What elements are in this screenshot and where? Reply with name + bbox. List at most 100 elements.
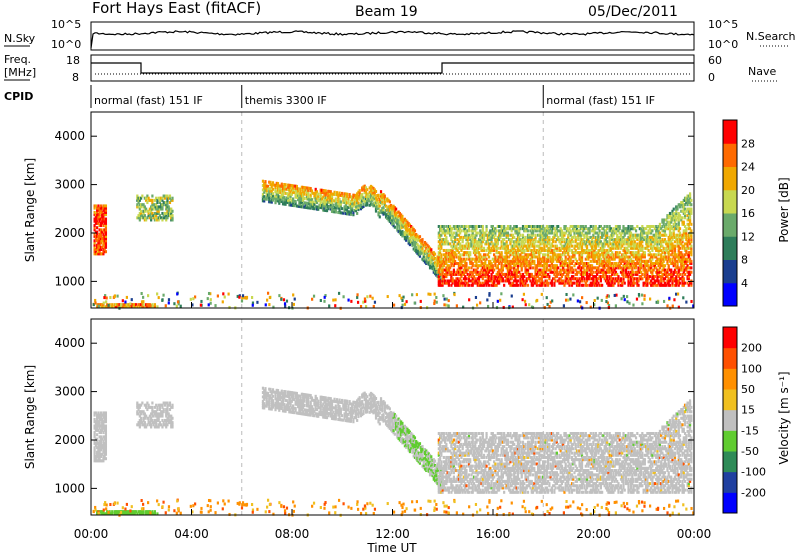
power-cell <box>588 283 591 287</box>
power-cell <box>480 259 483 263</box>
power-cell <box>482 248 486 252</box>
power-cell <box>433 267 437 271</box>
power-cell <box>629 283 633 287</box>
power-cell <box>405 236 408 240</box>
power-cell <box>636 251 639 255</box>
power-cell <box>506 227 510 231</box>
power-cell <box>471 225 474 229</box>
power-cell <box>603 229 606 233</box>
power-cell <box>668 227 672 231</box>
power-cell <box>358 189 361 193</box>
power-cell <box>685 259 688 263</box>
power-cell <box>531 244 535 248</box>
power-cell <box>449 229 452 233</box>
power-cell <box>687 246 690 250</box>
power-cell <box>646 277 649 281</box>
power-cell <box>628 259 631 263</box>
power-cell <box>323 202 326 206</box>
power-cell <box>495 229 498 233</box>
power-cell <box>98 213 101 217</box>
power-cell <box>275 184 278 188</box>
power-cell <box>98 303 101 307</box>
power-cell <box>104 210 108 214</box>
power-cell <box>391 207 394 211</box>
power-cell <box>567 240 570 244</box>
power-cell <box>685 246 688 250</box>
power-cell <box>469 253 472 257</box>
power-cell <box>323 193 326 197</box>
power-cell <box>498 272 501 276</box>
power-cell <box>356 196 359 200</box>
power-cell <box>667 244 670 248</box>
power-cell <box>102 224 105 228</box>
power-cell <box>675 270 678 274</box>
power-cell <box>499 235 502 239</box>
power-cell <box>614 251 618 255</box>
power-cell <box>433 256 437 260</box>
power-cell <box>466 251 469 255</box>
power-cell <box>104 250 108 254</box>
power-cell <box>427 256 430 260</box>
power-cell <box>579 231 582 235</box>
power-cell <box>392 303 396 307</box>
power-cell <box>590 244 594 248</box>
power-cell <box>495 251 498 255</box>
power-cell <box>557 229 560 233</box>
power-cell <box>560 279 564 283</box>
power-cell <box>580 253 584 257</box>
power-cell <box>309 195 312 199</box>
power-cell <box>111 305 114 309</box>
power-cell <box>158 196 162 200</box>
power-cell <box>589 244 592 248</box>
power-cell <box>373 300 377 304</box>
power-cell <box>505 251 508 255</box>
power-cell <box>534 235 537 239</box>
power-cell <box>263 184 266 188</box>
power-cell <box>648 268 651 272</box>
power-cell <box>271 198 275 202</box>
power-cell <box>511 227 515 231</box>
power-cell <box>436 259 439 263</box>
power-cell <box>641 302 644 306</box>
power-cell <box>530 257 533 261</box>
power-cell <box>622 229 625 233</box>
power-cell <box>668 248 672 252</box>
power-cell <box>563 253 566 257</box>
power-cell <box>538 283 541 287</box>
power-cell <box>675 218 678 222</box>
power-cell <box>485 272 488 276</box>
power-cell <box>549 246 552 250</box>
power-cell <box>567 272 570 276</box>
power-cell <box>663 229 667 233</box>
power-cell <box>616 253 619 257</box>
power-cell <box>168 196 172 200</box>
power-cell <box>415 248 418 252</box>
power-cell <box>484 242 487 246</box>
power-cell <box>299 200 302 204</box>
power-cell <box>243 296 246 300</box>
power-cell <box>285 200 288 204</box>
power-cell <box>490 231 493 235</box>
power-cell <box>401 217 404 221</box>
power-cell <box>294 184 297 188</box>
power-cell <box>607 294 611 298</box>
power-cell <box>490 233 493 237</box>
power-cell <box>661 233 664 237</box>
power-cell <box>535 281 538 285</box>
power-cell <box>415 235 418 239</box>
power-cell <box>526 242 530 246</box>
power-cell <box>97 221 100 225</box>
power-cell <box>500 244 503 248</box>
power-cell <box>349 210 352 214</box>
power-cell <box>541 259 545 263</box>
power-cell <box>471 240 474 244</box>
power-cell <box>508 227 511 231</box>
power-cell <box>687 207 690 211</box>
power-cell <box>104 221 108 225</box>
power-cell <box>484 275 487 279</box>
power-cell <box>504 248 507 252</box>
power-cell <box>608 275 611 279</box>
power-cell <box>477 244 481 248</box>
power-cell <box>660 227 663 231</box>
power-cell <box>681 255 684 259</box>
